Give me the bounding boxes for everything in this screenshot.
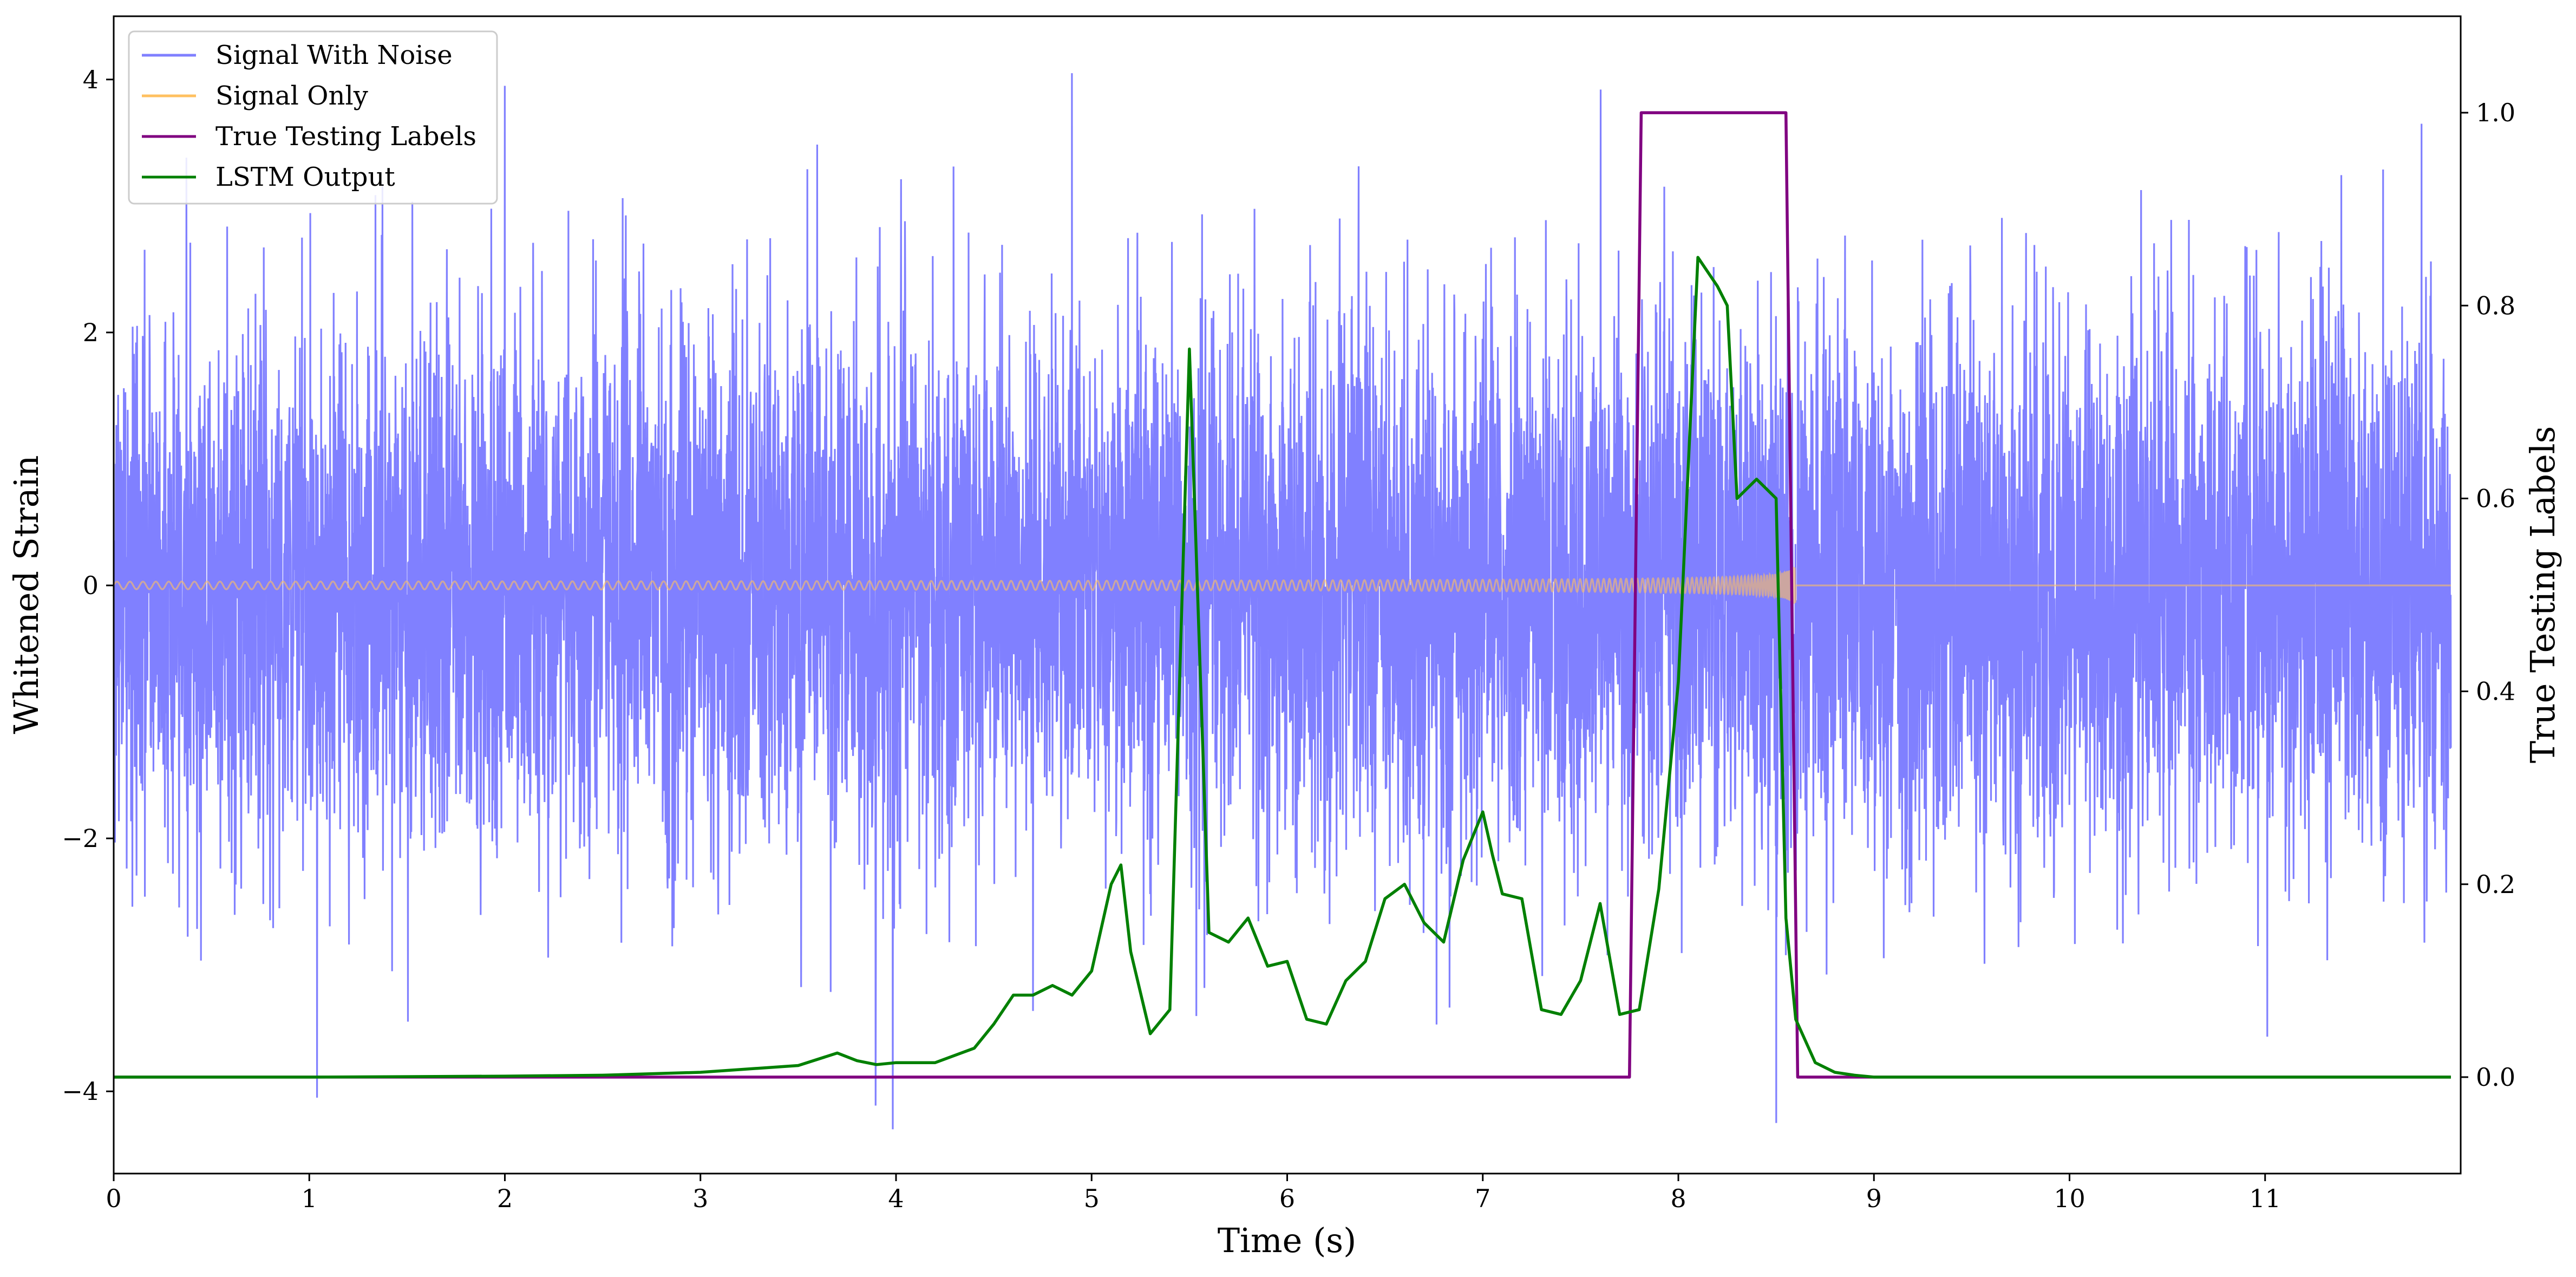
legend-box bbox=[128, 30, 498, 205]
series-layer bbox=[114, 73, 2452, 1130]
y-axis-title-right: True Testing Labels bbox=[2523, 426, 2562, 764]
y-tick-label-right: 0.2 bbox=[2476, 870, 2515, 899]
y-tick-label-right: 0.6 bbox=[2476, 484, 2515, 513]
series-signal-with-noise-line bbox=[114, 73, 2452, 1130]
y-tick-label-right: 0.0 bbox=[2476, 1063, 2515, 1092]
legend-label-true-testing-labels: True Testing Labels bbox=[215, 121, 476, 152]
axis-layer: 0 1 2 3 4 5 6 7 8 9 10 11 −4 −2 0 2 4 0.0 0.2 0.4 0.6 0.8 1.0 bbox=[62, 65, 2515, 1213]
legend-label-lstm-output: LSTM Output bbox=[215, 162, 395, 192]
y-axis-title-left: Whitened Strain bbox=[6, 455, 46, 734]
legend-label-signal-with-noise: Signal With Noise bbox=[215, 40, 453, 70]
y-tick-label-left: 4 bbox=[83, 65, 99, 94]
series-signal-only-line bbox=[114, 566, 2451, 604]
x-tick-label: 8 bbox=[1670, 1184, 1686, 1213]
legend: Signal With Noise Signal Only True Testi… bbox=[128, 30, 498, 205]
y-tick-label-left: −4 bbox=[62, 1077, 99, 1106]
y-tick-label-left: 2 bbox=[83, 318, 99, 347]
x-tick-label: 11 bbox=[2249, 1184, 2281, 1213]
x-tick-label: 7 bbox=[1475, 1184, 1490, 1213]
y-tick-label-left: −2 bbox=[62, 824, 99, 853]
x-tick-label: 0 bbox=[106, 1184, 121, 1213]
y-tick-label-left: 0 bbox=[83, 571, 99, 600]
legend-label-signal-only: Signal Only bbox=[215, 81, 368, 111]
x-tick-label: 2 bbox=[497, 1184, 513, 1213]
x-tick-label: 6 bbox=[1279, 1184, 1295, 1213]
x-tick-label: 1 bbox=[302, 1184, 317, 1213]
y-tick-label-right: 1.0 bbox=[2476, 98, 2515, 127]
y-tick-label-right: 0.8 bbox=[2476, 291, 2515, 320]
x-tick-label: 10 bbox=[2054, 1184, 2085, 1213]
plot-area bbox=[113, 15, 2462, 1175]
x-axis-title: Time (s) bbox=[1218, 1221, 1357, 1260]
x-tick-label: 4 bbox=[888, 1184, 904, 1213]
y-tick-label-right: 0.4 bbox=[2476, 677, 2515, 706]
series-lstm-output-line bbox=[114, 256, 2451, 1079]
x-tick-label: 3 bbox=[692, 1184, 708, 1213]
x-tick-label: 5 bbox=[1084, 1184, 1100, 1213]
x-tick-label: 9 bbox=[1866, 1184, 1882, 1213]
